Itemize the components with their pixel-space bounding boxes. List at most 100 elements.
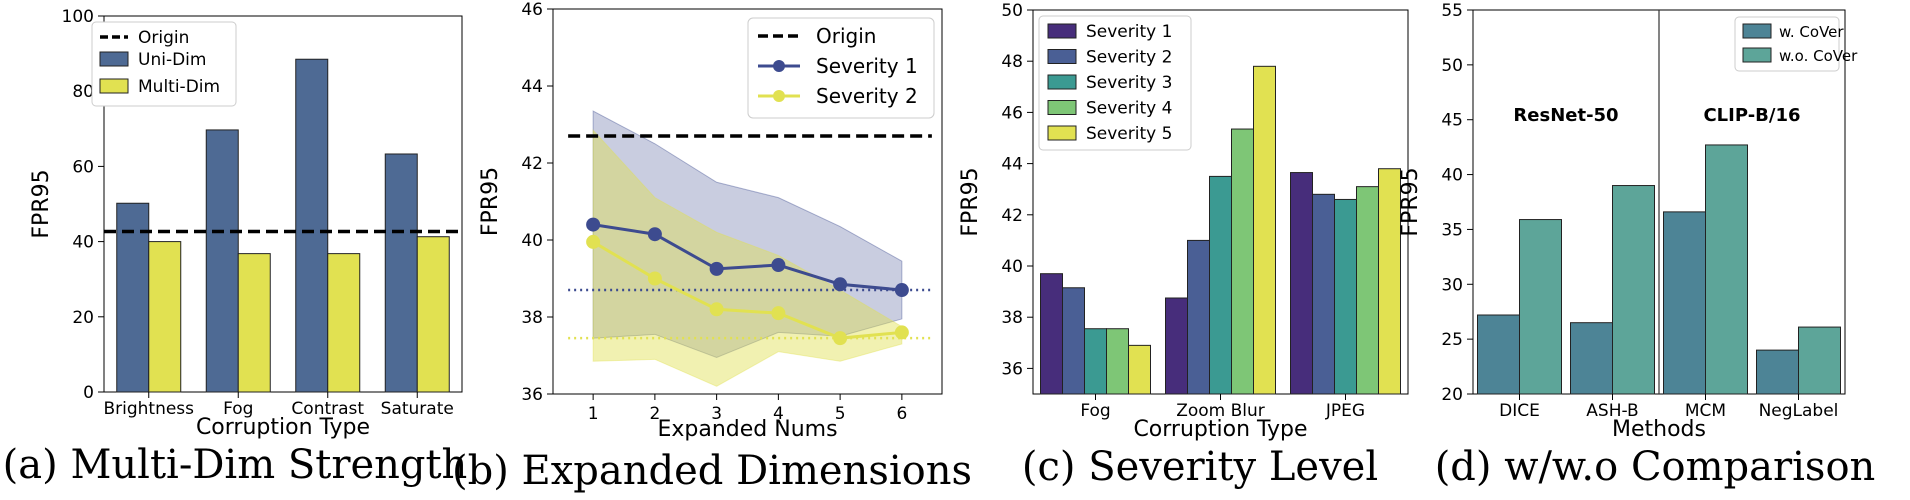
- legend-swatch-1: [1742, 47, 1772, 63]
- legend-swatch-2: [1047, 74, 1077, 90]
- y-tick-label: 45: [1441, 111, 1463, 131]
- bar-w-o-cover-neglabel: [1798, 326, 1841, 395]
- point-severity-1-3: [709, 261, 724, 276]
- y-tick-label: 25: [1441, 330, 1463, 350]
- x-tick-label: 5: [835, 404, 846, 424]
- panel-d-comparison: 20 25 30 35 40 45 50 55 Methods FPR95 (d) w/w.o Co…: [1398, 1, 1875, 490]
- line-severity-2: [592, 240, 903, 340]
- point-severity-1-2: [647, 227, 662, 242]
- line-severity-1: [592, 223, 903, 292]
- legend-swatch-1: [1047, 49, 1077, 64]
- bar-multi-dim-saturate: [416, 236, 450, 393]
- band-severity-1: [592, 110, 903, 358]
- x-tick-label: 3: [711, 404, 722, 424]
- plot-frame: [103, 15, 463, 393]
- y-axis-label: FPR95: [958, 167, 983, 236]
- x-tick-label: Brightness: [103, 399, 194, 419]
- panel-c-severity-level: 36 38 40 42 44 46 48 50 Corruption Type FPR95 (c) …: [958, 1, 1409, 490]
- x-tick-label: 1: [588, 404, 599, 424]
- legend-label-2: Severity 3: [1086, 73, 1172, 93]
- y-tick-label: 20: [72, 308, 94, 328]
- x-tick-label: MCM: [1685, 401, 1726, 421]
- y-tick-label: 55: [1441, 1, 1463, 21]
- y-axis-label: FPR95: [1398, 167, 1423, 236]
- legend-swatch-0: [1742, 23, 1772, 39]
- panel-a-multi-dim-strength: 0 20 40 60 80 100 Corruption Type FPR95 (a) Mult…: [3, 7, 468, 488]
- bar-multi-dim-brightness: [148, 241, 182, 393]
- bar-severity-1-zoom-blur: [1165, 297, 1188, 395]
- bar-severity-2-jpeg: [1312, 193, 1335, 395]
- bar-w-cover-ash-b: [1570, 322, 1613, 395]
- point-severity-2-4: [771, 306, 786, 321]
- legend-label-origin: Origin: [138, 28, 189, 48]
- y-tick-label: 35: [1441, 220, 1463, 240]
- bar-severity-5-fog: [1128, 344, 1151, 395]
- y-tick-label: 36: [1001, 359, 1023, 379]
- bar-severity-2-zoom-blur: [1187, 239, 1210, 395]
- bar-w-o-cover-dice: [1519, 219, 1562, 395]
- group-label-resnet: ResNet-50: [1513, 105, 1618, 126]
- panel-caption: (a) Multi-Dim Strength: [3, 442, 468, 488]
- point-severity-2-6: [894, 325, 909, 340]
- x-axis-label: Corruption Type: [196, 415, 370, 440]
- y-tick-label: 36: [521, 385, 543, 405]
- legend-swatch-1: [99, 78, 129, 94]
- bar-multi-dim-contrast: [327, 253, 361, 393]
- x-tick-label: Fog: [223, 399, 253, 419]
- x-tick-label: Zoom Blur: [1176, 401, 1265, 421]
- legend-label-1: Multi-Dim: [138, 77, 220, 97]
- legend-swatch-marker-0: [773, 60, 785, 72]
- y-tick-label: 40: [1001, 257, 1023, 277]
- x-tick-label: Saturate: [381, 399, 454, 419]
- point-severity-1-5: [833, 277, 848, 292]
- bar-uni-dim-fog: [205, 129, 239, 393]
- legend-label-1: Severity 2: [1086, 48, 1172, 68]
- y-tick-label: 46: [1001, 103, 1023, 123]
- x-tick-label: Contrast: [291, 399, 364, 419]
- y-tick-label: 30: [1441, 275, 1463, 295]
- bar-uni-dim-contrast: [295, 58, 329, 393]
- y-tick-label: 44: [521, 77, 543, 97]
- y-tick-label: 40: [1441, 166, 1463, 186]
- legend-label-0: Severity 1: [1086, 22, 1172, 42]
- y-tick-label: 42: [1001, 206, 1023, 226]
- y-tick-label: 20: [1441, 385, 1463, 405]
- point-severity-1-6: [894, 283, 909, 298]
- bar-severity-3-fog: [1084, 328, 1107, 395]
- panel-caption: (c) Severity Level: [1022, 444, 1378, 490]
- y-axis-label: FPR95: [478, 167, 503, 236]
- bar-severity-1-fog: [1040, 273, 1063, 395]
- legend: Origin Severity 1 Severity 2: [747, 17, 935, 119]
- y-tick-label: 48: [1001, 52, 1023, 72]
- bar-multi-dim-fog: [237, 253, 271, 393]
- legend-label-4: Severity 5: [1086, 124, 1172, 144]
- legend-swatch-3: [1047, 100, 1077, 115]
- x-tick-label: ASH-B: [1586, 401, 1638, 421]
- y-tick-label: 40: [72, 233, 94, 253]
- legend-box: [747, 17, 935, 119]
- y-tick-label: 100: [62, 7, 94, 27]
- legend: Severity 1 Severity 2 Severity 3 Severity 4…: [1038, 15, 1192, 151]
- legend-label-1: w.o. CoVer: [1779, 47, 1858, 65]
- y-tick-label: 40: [521, 231, 543, 251]
- x-axis-label: Corruption Type: [1133, 417, 1307, 442]
- y-axis-label: FPR95: [29, 169, 54, 238]
- x-tick-label: JPEG: [1325, 401, 1365, 421]
- bar-severity-3-zoom-blur: [1209, 175, 1232, 395]
- point-severity-2-5: [833, 331, 848, 346]
- legend-label-1: Severity 2: [816, 84, 918, 108]
- x-tick-label: 4: [773, 404, 784, 424]
- x-tick-label: DICE: [1499, 401, 1540, 421]
- bar-severity-5-jpeg: [1378, 168, 1401, 395]
- point-severity-2-2: [647, 271, 662, 286]
- bar-severity-1-jpeg: [1290, 172, 1313, 395]
- bar-severity-4-fog: [1106, 328, 1129, 395]
- y-tick-label: 50: [1001, 1, 1023, 21]
- legend-label-0: Uni-Dim: [138, 50, 206, 70]
- legend: w. CoVer w.o. CoVer: [1734, 16, 1858, 72]
- legend-label-0: Severity 1: [816, 54, 918, 78]
- legend-label-3: Severity 4: [1086, 99, 1172, 119]
